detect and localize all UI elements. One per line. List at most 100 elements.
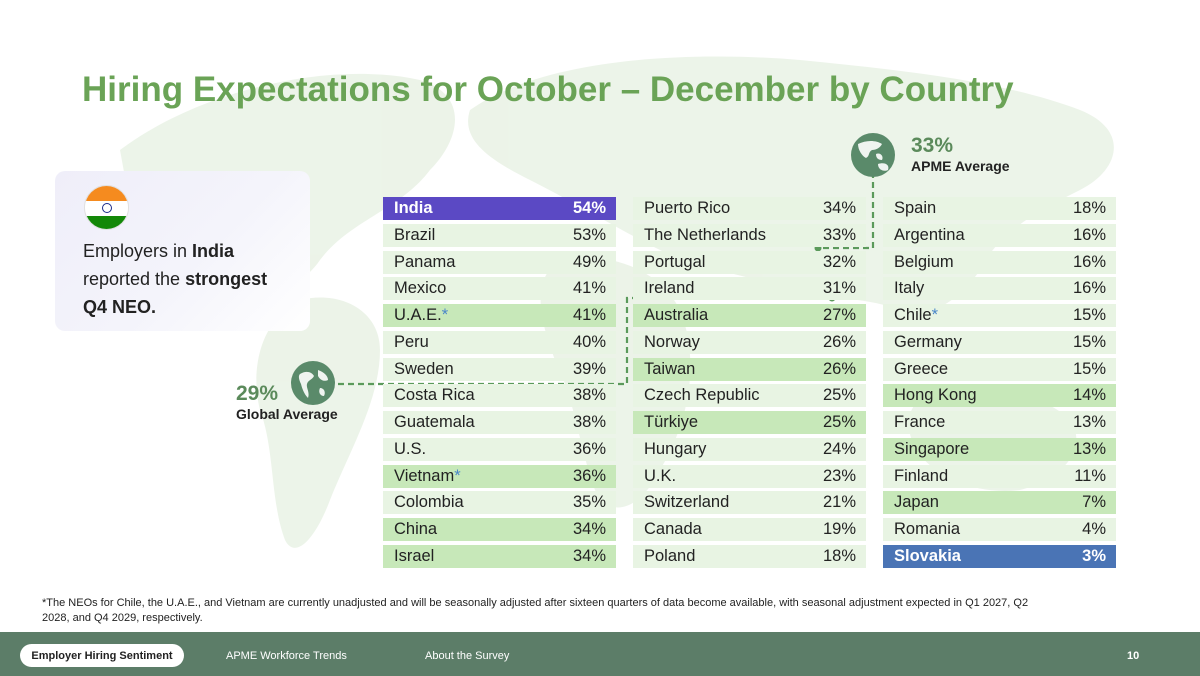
table-row: Guatemala 38%	[383, 411, 616, 435]
hiring-outlook-value: 25%	[822, 413, 856, 432]
country-name: Switzerland	[644, 493, 730, 512]
table-row: The Netherlands 33%	[633, 223, 866, 247]
country-name: Israel	[394, 546, 435, 565]
hiring-outlook-value: 3%	[1082, 546, 1106, 565]
country-name: Ireland	[644, 279, 695, 298]
hiring-outlook-value: 16%	[1072, 279, 1106, 298]
hiring-outlook-value: 7%	[1082, 493, 1106, 512]
footnote-asterisk: *	[441, 306, 449, 325]
table-row: France 13%	[883, 411, 1116, 435]
hiring-outlook-value: 38%	[572, 386, 606, 405]
hiring-outlook-value: 34%	[572, 520, 606, 539]
country-name: Mexico	[394, 279, 447, 298]
apme-average-value: 33%	[911, 134, 954, 157]
country-name: Norway	[644, 332, 700, 351]
hiring-outlook-value: 26%	[822, 332, 856, 351]
hiring-outlook-value: 18%	[1072, 199, 1106, 217]
hiring-outlook-value: 15%	[1072, 359, 1106, 378]
country-name: Argentina	[894, 225, 965, 244]
hiring-outlook-value: 36%	[572, 466, 606, 485]
country-name: Hong Kong	[894, 386, 977, 405]
table-row: Argentina 16%	[883, 223, 1116, 247]
global-average-value: 29%	[236, 382, 279, 405]
table-row: Brazil 53%	[383, 223, 616, 247]
table-row: China 34%	[383, 518, 616, 542]
hiring-outlook-value: 35%	[572, 493, 606, 512]
table-row: Portugal 32%	[633, 250, 866, 274]
country-name: Australia	[644, 306, 709, 325]
country-column-2: Puerto Rico 34% The Netherlands 33% Portugal…	[633, 197, 866, 572]
country-name: Czech Republic	[644, 386, 760, 405]
tab-apme-workforce-trends[interactable]: APME Workforce Trends	[226, 650, 347, 662]
hiring-outlook-value: 23%	[822, 466, 856, 485]
table-row: Ireland 31%	[633, 277, 866, 301]
country-name: Chile*	[894, 306, 939, 325]
table-row: Singapore 13%	[883, 437, 1116, 461]
table-row: Mexico 41%	[383, 277, 616, 301]
table-row: Türkiye 25%	[633, 411, 866, 435]
hiring-outlook-value: 38%	[572, 413, 606, 432]
country-name: The Netherlands	[644, 225, 766, 244]
country-name: Vietnam*	[394, 466, 461, 485]
india-flag-icon	[84, 185, 129, 230]
hiring-outlook-value: 19%	[822, 520, 856, 539]
hiring-outlook-value: 33%	[822, 225, 856, 244]
country-name: Belgium	[894, 252, 954, 271]
hiring-outlook-value: 13%	[1072, 413, 1106, 432]
apme-average-text: APME Average	[911, 158, 1010, 174]
hiring-outlook-value: 11%	[1074, 466, 1106, 485]
country-name: U.S.	[394, 439, 427, 458]
global-average-label: 29% Global Average	[236, 382, 338, 422]
table-row: Costa Rica 38%	[383, 384, 616, 408]
table-row: Canada 19%	[633, 518, 866, 542]
callout-text: Employers in India reported the stronges…	[83, 241, 268, 317]
country-name: U.A.E.*	[394, 306, 449, 325]
table-row: Israel 34%	[383, 544, 616, 568]
table-row: Germany 15%	[883, 330, 1116, 354]
footer-nav: Employer Hiring Sentiment APME Workforce…	[0, 632, 1200, 676]
country-name: Germany	[894, 332, 962, 351]
table-row: Slovakia 3%	[883, 544, 1116, 568]
country-name: Finland	[894, 466, 949, 485]
table-row: Colombia 35%	[383, 491, 616, 515]
country-name: Romania	[894, 520, 961, 539]
hiring-outlook-value: 41%	[572, 279, 606, 298]
country-name: Portugal	[644, 252, 706, 271]
table-row: Panama 49%	[383, 250, 616, 274]
table-row: Romania 4%	[883, 518, 1116, 542]
country-name: U.K.	[644, 466, 677, 485]
hiring-outlook-value: 40%	[572, 332, 606, 351]
country-name: China	[394, 520, 438, 539]
country-name: Costa Rica	[394, 386, 475, 405]
table-row: Italy 16%	[883, 277, 1116, 301]
hiring-outlook-value: 31%	[822, 279, 856, 298]
country-name: Puerto Rico	[644, 199, 731, 217]
country-name: Hungary	[644, 439, 707, 458]
country-name: Taiwan	[644, 359, 696, 378]
table-row: Norway 26%	[633, 330, 866, 354]
hiring-outlook-value: 27%	[822, 306, 856, 325]
table-row: Chile* 15%	[883, 304, 1116, 328]
country-name: Greece	[894, 359, 949, 378]
hiring-outlook-value: 13%	[1072, 439, 1106, 458]
hiring-outlook-value: 41%	[572, 306, 606, 325]
table-row: Greece 15%	[883, 357, 1116, 381]
country-name: Spain	[894, 199, 937, 217]
table-row: Japan 7%	[883, 491, 1116, 515]
table-row: Switzerland 21%	[633, 491, 866, 515]
hiring-outlook-value: 14%	[1072, 386, 1106, 405]
table-row: Finland 11%	[883, 464, 1116, 488]
hiring-outlook-value: 34%	[572, 546, 606, 565]
hiring-outlook-value: 26%	[822, 359, 856, 378]
country-name: Slovakia	[894, 546, 961, 565]
tab-employer-hiring-sentiment[interactable]: Employer Hiring Sentiment	[20, 644, 184, 667]
table-row: Peru 40%	[383, 330, 616, 354]
hiring-outlook-value: 18%	[822, 546, 856, 565]
footnote-asterisk: *	[454, 466, 461, 485]
hiring-outlook-value: 53%	[572, 225, 606, 244]
country-name: Brazil	[394, 225, 436, 244]
country-name: Canada	[644, 520, 702, 539]
country-column-3: Spain 18% Argentina 16% Belgium 16% Italy 16% Ch…	[883, 197, 1116, 572]
tab-about-the-survey[interactable]: About the Survey	[425, 650, 510, 662]
hiring-outlook-value: 25%	[822, 386, 856, 405]
